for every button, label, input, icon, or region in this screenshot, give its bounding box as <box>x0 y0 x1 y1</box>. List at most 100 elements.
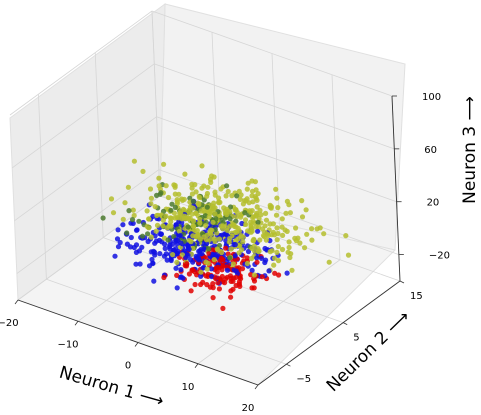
data-point <box>131 212 137 219</box>
data-point <box>190 259 196 265</box>
data-point <box>223 193 229 199</box>
y-gridline <box>151 10 161 197</box>
data-point <box>224 267 231 273</box>
data-point <box>274 237 280 243</box>
data-point <box>174 259 180 265</box>
data-point <box>174 251 180 257</box>
data-point <box>133 242 140 248</box>
data-point <box>299 214 306 220</box>
data-point <box>214 246 220 252</box>
data-point <box>283 210 289 216</box>
x-tick-label: 0 <box>125 361 131 372</box>
data-point <box>279 246 286 253</box>
data-point <box>299 198 305 204</box>
data-point <box>197 236 203 242</box>
data-point <box>255 228 261 234</box>
data-point <box>144 208 150 214</box>
data-point <box>203 259 209 265</box>
data-point <box>302 245 308 251</box>
data-point <box>131 158 137 164</box>
data-point <box>160 223 166 229</box>
data-point <box>232 207 238 213</box>
data-point <box>210 219 216 225</box>
data-point <box>309 237 315 243</box>
x-tick-mark <box>134 342 139 347</box>
data-point <box>176 191 182 197</box>
data-point <box>228 246 234 252</box>
data-point <box>216 199 222 205</box>
data-point <box>272 270 278 276</box>
data-point <box>213 275 219 282</box>
data-point <box>234 229 240 235</box>
data-point <box>255 219 261 225</box>
data-point <box>244 260 250 267</box>
data-point <box>228 288 234 294</box>
data-point <box>178 274 184 280</box>
data-point <box>128 234 134 241</box>
data-point <box>287 210 293 216</box>
data-point <box>248 219 254 225</box>
data-point <box>254 204 260 210</box>
data-point <box>196 256 202 262</box>
data-point <box>190 198 196 204</box>
data-point <box>240 201 246 207</box>
x-tick-label: −10 <box>57 339 78 350</box>
data-point <box>200 265 206 271</box>
data-point <box>157 251 163 257</box>
data-point <box>177 233 183 239</box>
z-gridline <box>158 169 399 255</box>
z-axis-line <box>391 95 401 282</box>
data-point <box>309 226 315 232</box>
data-point <box>249 193 255 199</box>
data-point <box>206 250 212 256</box>
data-point <box>195 231 201 238</box>
z-tick-label: 100 <box>422 92 441 103</box>
data-point <box>156 237 162 243</box>
data-point <box>284 228 290 234</box>
data-point <box>133 261 139 267</box>
data-point <box>224 183 230 189</box>
data-point <box>124 230 130 236</box>
data-point <box>108 196 115 202</box>
data-point <box>257 207 263 214</box>
data-point <box>152 204 158 210</box>
data-point <box>110 210 117 216</box>
data-point <box>218 255 224 261</box>
data-point <box>215 264 221 270</box>
data-point <box>161 161 167 167</box>
data-point <box>196 248 202 254</box>
data-point <box>274 225 280 231</box>
data-point <box>206 246 212 252</box>
data-point <box>303 207 309 213</box>
data-point <box>122 200 128 206</box>
data-point <box>227 216 233 222</box>
data-point <box>274 195 280 201</box>
data-point <box>154 192 160 198</box>
x-tick-mark <box>194 363 199 368</box>
data-point <box>179 216 185 222</box>
y-tick-label: 5 <box>353 333 359 344</box>
data-point <box>248 229 254 235</box>
data-point <box>251 238 257 244</box>
data-point <box>248 223 254 230</box>
data-point <box>197 216 203 222</box>
data-point <box>170 252 176 258</box>
data-point <box>181 207 187 213</box>
data-point <box>249 267 255 273</box>
data-point <box>198 273 204 279</box>
data-point <box>289 267 295 273</box>
data-point <box>190 233 196 239</box>
data-point <box>212 238 218 244</box>
data-point <box>248 209 254 215</box>
data-point <box>345 252 352 258</box>
data-point <box>112 253 118 259</box>
data-point <box>162 241 168 247</box>
data-point <box>140 168 146 174</box>
data-point <box>194 228 200 234</box>
data-point <box>288 251 294 257</box>
data-point <box>174 272 180 278</box>
data-point <box>203 241 210 247</box>
data-point <box>168 207 174 213</box>
data-point <box>163 213 169 219</box>
data-point <box>263 217 270 223</box>
